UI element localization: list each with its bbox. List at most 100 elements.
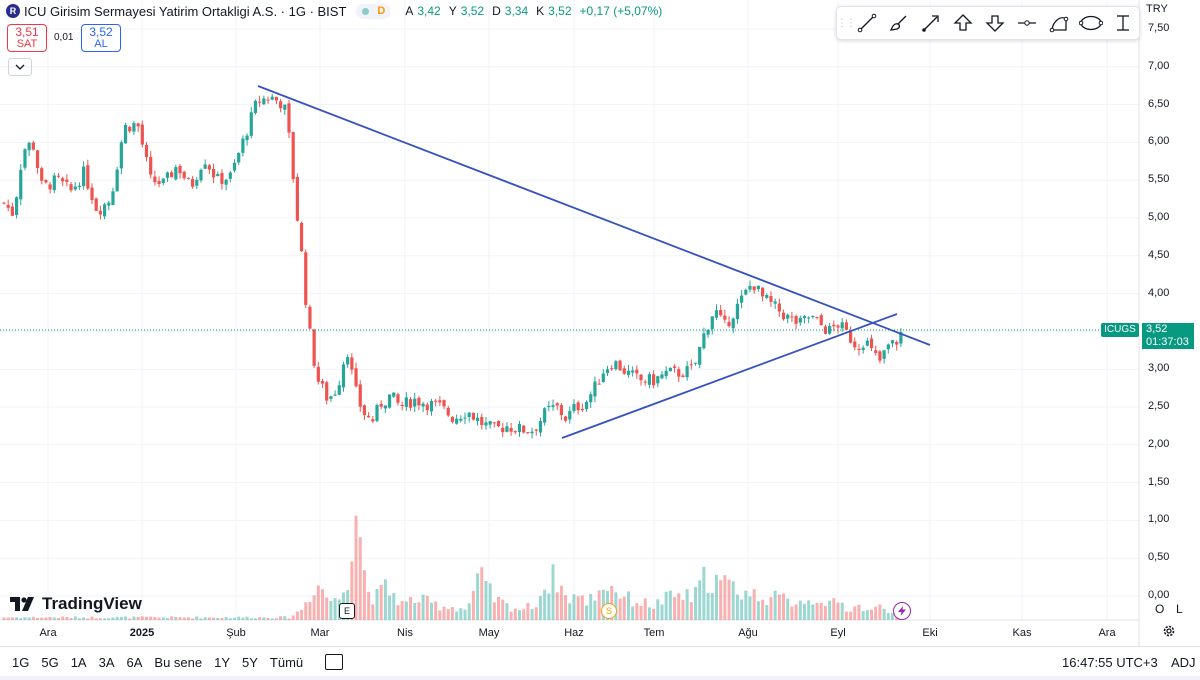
volume-bar <box>476 573 480 620</box>
adjust-button[interactable]: ADJ <box>1171 655 1196 670</box>
curve-tool[interactable] <box>1043 8 1075 38</box>
volume-bar <box>517 610 521 620</box>
clock-time[interactable]: 16:47:55 UTC+3 <box>1062 655 1158 670</box>
candle-body <box>2 202 6 204</box>
volume-bar <box>769 597 773 620</box>
range-5d[interactable]: 5G <box>41 654 59 670</box>
volume-bar <box>77 618 81 620</box>
candle-body <box>157 181 161 185</box>
candle-body <box>325 382 329 401</box>
price-axis-label: 6,00 <box>1148 135 1170 148</box>
candle-body <box>450 417 455 422</box>
linear-scale-button[interactable]: L <box>1176 602 1183 616</box>
price-axis-label: 3,00 <box>1148 362 1170 375</box>
price-chart[interactable] <box>0 0 1140 646</box>
volume-bar <box>480 567 484 620</box>
ellipse-tool[interactable] <box>1075 8 1107 38</box>
trend-line-icon <box>857 13 877 33</box>
volume-bar <box>362 570 366 620</box>
volume-bar <box>488 583 492 620</box>
volume-bar <box>740 599 744 620</box>
volume-bar <box>568 603 572 620</box>
price-axis-label: 1,00 <box>1148 513 1170 526</box>
time-axis-label: Nis <box>397 627 413 639</box>
volume-bar <box>207 617 211 620</box>
candle-body <box>383 405 387 409</box>
lightning-icon <box>898 606 906 616</box>
calendar-icon[interactable] <box>325 654 344 670</box>
range-all[interactable]: Tümü <box>269 654 304 670</box>
tradingview-logo-text: TradingView <box>42 594 142 613</box>
log-scale-button[interactable]: O <box>1155 602 1165 616</box>
range-1y[interactable]: 1Y <box>214 654 231 670</box>
market-status-badge[interactable]: D <box>356 3 392 19</box>
brush-icon <box>889 15 907 31</box>
settings-button[interactable] <box>1162 624 1176 641</box>
volume-bar <box>396 605 400 620</box>
volume-bar <box>325 597 329 620</box>
candle-body <box>295 176 299 221</box>
split-event-icon[interactable]: S <box>601 603 617 619</box>
volume-bar <box>815 602 819 620</box>
range-1d[interactable]: 1G <box>12 654 30 670</box>
bar-countdown: 01:37:03 <box>1146 336 1189 348</box>
volume-bar <box>61 616 65 620</box>
candle-body <box>844 322 848 330</box>
volume-bar <box>429 602 433 620</box>
volume-bar <box>513 608 517 620</box>
volume-bar <box>819 602 823 620</box>
price-level-tool[interactable] <box>1011 8 1043 38</box>
arrow-up-tool[interactable] <box>947 8 979 38</box>
arrow-down-tool[interactable] <box>979 8 1011 38</box>
volume-bar <box>111 617 115 620</box>
date-range-tool[interactable] <box>1107 8 1139 38</box>
sell-button[interactable]: 3,51 SAT <box>7 24 47 52</box>
range-3m[interactable]: 3A <box>98 654 115 670</box>
volume-bar <box>450 607 454 620</box>
candle-body <box>593 381 597 397</box>
range-5y[interactable]: 5Y <box>242 654 258 670</box>
volume-bar <box>471 590 475 620</box>
volume-bar <box>312 595 316 620</box>
candle-body <box>98 210 102 215</box>
symbol-title[interactable]: ICU Girisim Sermayesi Yatirim Ortakligi … <box>24 3 347 19</box>
range-ytd[interactable]: Bu sene <box>154 654 203 670</box>
candle-body <box>505 426 509 432</box>
price-axis-label: 1,50 <box>1148 475 1170 488</box>
arrow-line-tool[interactable] <box>915 8 947 38</box>
candle-body <box>580 408 584 410</box>
buy-button[interactable]: 3,52 AL <box>81 24 121 52</box>
volume-bar <box>409 597 413 620</box>
collapse-legend-button[interactable] <box>8 58 32 76</box>
volume-bar <box>438 610 442 620</box>
volume-bar <box>220 617 224 620</box>
volume-bar <box>2 617 6 620</box>
drag-handle-icon[interactable]: ⋮⋮ <box>837 17 856 29</box>
candle-body <box>475 417 480 422</box>
trend-line-tool[interactable] <box>851 8 883 38</box>
symbol-header: R ICU Girisim Sermayesi Yatirim Ortaklig… <box>6 3 666 19</box>
volume-bar <box>170 616 174 620</box>
time-axis-label: Şub <box>226 627 246 639</box>
volume-bar <box>752 589 756 620</box>
candle-body <box>597 383 601 385</box>
range-1m[interactable]: 1A <box>70 654 87 670</box>
candle-body <box>643 381 647 383</box>
currency-selector[interactable]: TRY <box>1146 3 1168 15</box>
candle-body <box>170 172 174 178</box>
candle-body <box>618 360 622 371</box>
brush-tool[interactable] <box>883 8 915 38</box>
earnings-event-icon[interactable]: E <box>339 603 355 619</box>
candle-body <box>86 165 90 189</box>
time-axis-label: May <box>478 627 500 639</box>
tradingview-logo[interactable]: TradingView <box>10 594 142 614</box>
range-6m[interactable]: 6A <box>126 654 143 670</box>
candle-body <box>404 397 408 407</box>
volume-bar <box>798 600 802 620</box>
volume-bar <box>861 610 865 620</box>
volume-bar <box>643 598 647 620</box>
lightning-event-icon[interactable] <box>893 602 911 620</box>
volume-bar <box>790 606 794 620</box>
candle-body <box>73 186 77 190</box>
time-axis-label: Eyl <box>830 627 846 639</box>
